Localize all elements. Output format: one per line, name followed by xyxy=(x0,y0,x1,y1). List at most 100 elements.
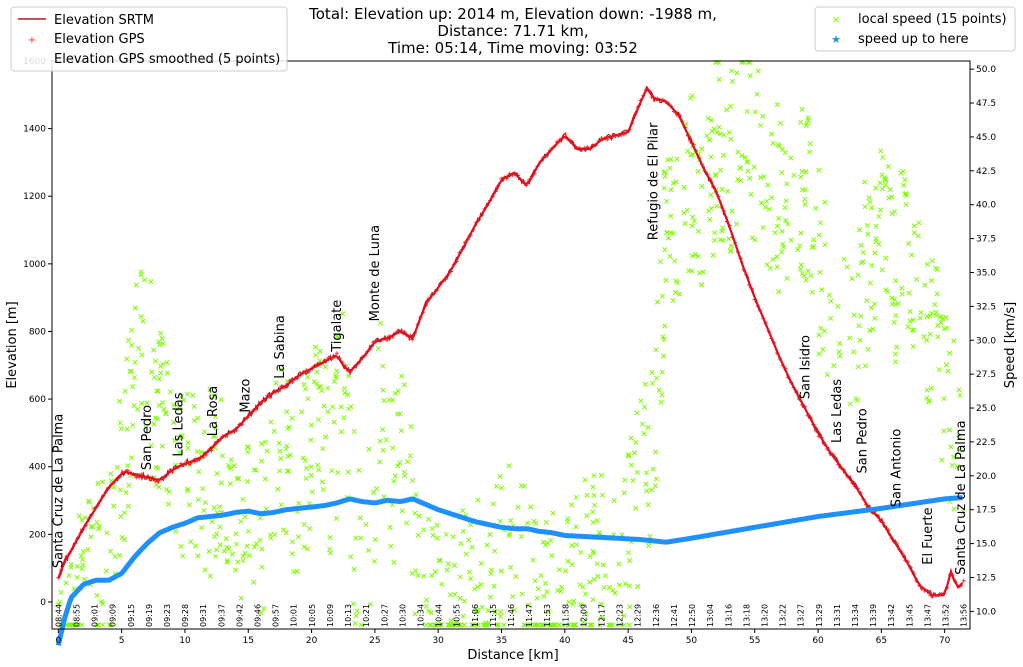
legend-local-speed: local speed (15 points) xyxy=(858,12,1007,27)
local-speed-point xyxy=(941,428,947,434)
local-speed-point xyxy=(568,502,575,508)
local-speed-point xyxy=(497,518,503,524)
local-speed-point xyxy=(816,167,822,173)
local-speed-point xyxy=(160,340,166,347)
local-speed-point xyxy=(267,532,274,538)
local-speed-point xyxy=(271,428,277,434)
elevation-series xyxy=(56,85,966,600)
time-label: 13:56 xyxy=(960,604,969,627)
local-speed-point xyxy=(195,497,201,503)
elevation-gps-point xyxy=(563,131,568,136)
local-speed-point xyxy=(413,492,419,498)
local-speed-point xyxy=(922,282,928,288)
local-speed-point xyxy=(621,490,627,496)
local-speed-point xyxy=(622,477,628,483)
local-speed-point xyxy=(298,409,305,415)
local-speed-point xyxy=(745,168,751,174)
local-speed-point xyxy=(924,337,930,343)
time-label: 09:37 xyxy=(217,604,226,627)
local-speed-point xyxy=(939,457,945,463)
local-speed-point xyxy=(132,305,138,311)
local-speed-point xyxy=(124,356,130,362)
x-tick-label: 15 xyxy=(243,636,254,646)
local-speed-point xyxy=(111,503,117,509)
place-label: Monte de Luna xyxy=(368,225,383,321)
local-speed-point xyxy=(946,350,953,356)
local-speed-point xyxy=(907,318,913,324)
local-speed-point xyxy=(582,477,588,483)
local-speed-point xyxy=(331,379,338,385)
local-speed-point xyxy=(799,106,805,112)
local-speed-point xyxy=(918,309,924,316)
time-label: 13:47 xyxy=(923,604,932,627)
local-speed-point xyxy=(437,558,443,564)
local-speed-point xyxy=(914,276,920,283)
local-speed-point xyxy=(363,521,369,528)
local-speed-point xyxy=(450,622,456,628)
local-speed-point xyxy=(88,524,94,530)
local-speed-point xyxy=(587,579,593,585)
local-speed-point xyxy=(348,554,354,560)
local-speed-point xyxy=(935,334,941,340)
local-speed-point xyxy=(638,398,644,404)
local-speed-point xyxy=(807,141,813,147)
local-speed-point xyxy=(821,328,827,334)
local-speed-point xyxy=(479,604,485,610)
x-tick-label: 0 xyxy=(55,636,61,646)
local-speed-point xyxy=(927,313,933,319)
place-label: Tigalate xyxy=(330,300,345,353)
local-speed-point xyxy=(80,557,86,563)
local-speed-point xyxy=(305,396,311,402)
local-speed-point xyxy=(118,513,124,520)
local-speed-point xyxy=(478,582,484,588)
local-speed-point xyxy=(108,622,114,628)
y2-tick-label: 47.5 xyxy=(976,99,996,109)
local-speed-point xyxy=(377,438,383,444)
local-speed-point xyxy=(915,233,921,239)
local-speed-point xyxy=(164,360,170,366)
local-speed-point xyxy=(371,558,378,564)
local-speed-point xyxy=(412,568,419,574)
local-speed-point xyxy=(434,535,440,541)
local-speed-point xyxy=(723,107,730,113)
local-speed-point xyxy=(584,492,590,498)
local-speed-point xyxy=(780,244,787,250)
local-speed-point xyxy=(805,268,811,274)
local-speed-point xyxy=(544,589,550,595)
local-speed-point xyxy=(849,276,855,282)
local-speed-point xyxy=(802,201,808,208)
local-speed-point xyxy=(98,599,104,605)
local-speed-point xyxy=(430,532,436,538)
local-speed-point xyxy=(380,387,386,393)
local-speed-point xyxy=(798,119,804,125)
local-speed-point xyxy=(862,363,868,369)
local-speed-point xyxy=(284,468,291,474)
local-speed-point xyxy=(460,613,466,619)
local-speed-point xyxy=(386,397,392,403)
local-speed-point xyxy=(333,515,340,522)
local-speed-point xyxy=(621,622,627,628)
local-speed-point xyxy=(383,437,389,443)
local-speed-point xyxy=(880,154,886,160)
local-speed-point xyxy=(726,129,732,135)
local-speed-point xyxy=(797,266,803,272)
local-speed-point xyxy=(725,188,731,194)
local-speed-point xyxy=(259,546,265,552)
local-speed-point xyxy=(217,542,223,548)
local-speed-point xyxy=(889,301,896,307)
local-speed-point xyxy=(661,185,667,191)
local-speed-point xyxy=(884,288,890,295)
time-label: 10:21 xyxy=(362,604,371,627)
local-speed-point xyxy=(415,532,421,538)
place-label: San Isidro xyxy=(798,335,813,399)
local-speed-point xyxy=(712,230,718,236)
local-speed-point xyxy=(626,453,632,459)
local-speed-point xyxy=(836,349,842,355)
local-speed-point xyxy=(307,526,313,532)
local-speed-point xyxy=(212,433,218,439)
local-speed-point xyxy=(779,169,785,176)
local-speed-point xyxy=(862,204,868,210)
local-speed-point xyxy=(747,175,753,181)
local-speed-point xyxy=(82,515,88,521)
local-speed-point xyxy=(76,513,82,519)
